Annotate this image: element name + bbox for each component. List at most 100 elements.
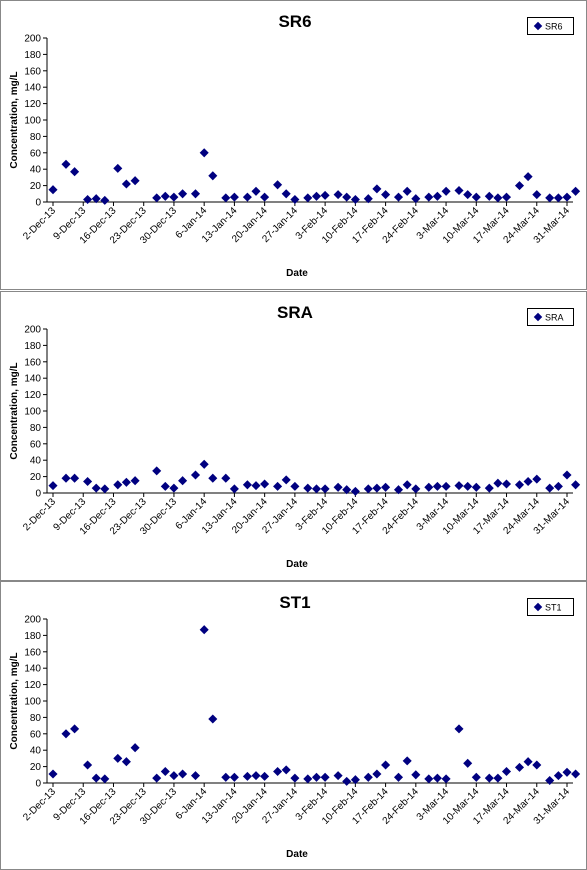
chart-panel-2: ST1 ST10204060801001201401601802002-Dec-1… [0, 581, 587, 870]
y-tick-label: 20 [30, 472, 42, 483]
data-point [441, 774, 451, 784]
data-point [70, 473, 80, 483]
data-point [113, 163, 123, 173]
data-point [402, 756, 412, 766]
legend: SRA [527, 308, 574, 326]
data-point [242, 480, 252, 490]
data-point [100, 195, 110, 205]
y-tick-label: 160 [24, 647, 41, 658]
y-tick-label: 100 [24, 116, 41, 127]
data-point [178, 189, 188, 199]
chart-title: SR6 [278, 12, 311, 31]
data-point [169, 771, 179, 781]
y-tick-label: 60 [30, 148, 42, 159]
y-tick-label: 180 [24, 631, 41, 642]
x-axis-label: Date [286, 268, 308, 279]
y-tick-label: 20 [30, 181, 42, 192]
data-point [199, 459, 209, 469]
y-tick-label: 80 [30, 423, 42, 434]
y-axis-label: Concentration, mg/L [9, 652, 20, 749]
y-tick-label: 160 [24, 66, 41, 77]
data-point [242, 771, 252, 781]
y-tick-label: 200 [24, 325, 41, 336]
y-tick-label: 200 [24, 615, 41, 626]
y-tick-label: 0 [35, 198, 41, 209]
y-tick-label: 20 [30, 762, 42, 773]
y-tick-label: 120 [24, 390, 41, 401]
data-point [160, 191, 170, 201]
y-tick-label: 40 [30, 456, 42, 467]
data-point [61, 473, 71, 483]
y-tick-label: 160 [24, 357, 41, 368]
data-point [83, 194, 93, 205]
data-point [342, 776, 352, 786]
data-point [169, 192, 179, 202]
y-tick-label: 60 [30, 439, 42, 450]
data-point [100, 774, 110, 784]
data-point [242, 192, 252, 202]
data-point [130, 476, 140, 486]
y-tick-label: 140 [24, 83, 41, 94]
y-tick-label: 80 [30, 713, 42, 724]
data-point [70, 167, 80, 177]
data-point [208, 473, 218, 483]
data-point [251, 771, 261, 781]
y-tick-label: 180 [24, 341, 41, 352]
legend-label: ST1 [545, 603, 562, 613]
data-point [333, 771, 343, 781]
y-tick-label: 60 [30, 729, 42, 740]
y-axis-label: Concentration, mg/L [9, 362, 20, 459]
data-point [229, 192, 239, 202]
legend-label: SR6 [545, 22, 563, 32]
y-tick-label: 40 [30, 165, 42, 176]
y-tick-label: 140 [24, 374, 41, 385]
y-tick-label: 180 [24, 50, 41, 61]
data-point [260, 771, 270, 781]
data-point [454, 724, 464, 734]
legend: ST1 [527, 598, 574, 616]
legend-label: SRA [545, 313, 564, 323]
y-tick-label: 100 [24, 407, 41, 418]
y-tick-label: 200 [24, 34, 41, 45]
chart-frame [0, 581, 587, 870]
data-point [178, 476, 188, 486]
y-axis-label: Concentration, mg/L [9, 71, 20, 168]
y-tick-label: 40 [30, 746, 42, 757]
data-point [61, 159, 71, 169]
data-point [91, 773, 101, 783]
data-point [432, 773, 442, 783]
chart-frame [0, 291, 587, 581]
data-point [493, 773, 503, 783]
data-point [190, 771, 201, 781]
data-point [113, 753, 123, 763]
data-point [70, 724, 80, 734]
y-tick-label: 80 [30, 132, 42, 143]
data-point [553, 771, 563, 781]
data-point [290, 773, 300, 783]
chart-title: SRA [277, 303, 313, 322]
data-point [514, 762, 525, 772]
y-tick-label: 0 [35, 489, 41, 500]
data-point [484, 773, 494, 783]
data-point [424, 774, 434, 784]
chart-panel-1: SRA SRA0204060801001201401601802002-Dec-1… [0, 291, 587, 581]
x-axis-label: Date [286, 849, 308, 860]
data-point [48, 185, 58, 195]
y-tick-label: 140 [24, 664, 41, 675]
legend: SR6 [527, 17, 574, 35]
y-tick-label: 120 [24, 680, 41, 691]
data-point [130, 176, 140, 186]
x-axis-label: Date [286, 559, 308, 570]
data-point [199, 148, 209, 158]
data-point [113, 480, 123, 490]
data-point [91, 194, 101, 204]
chart-panel-0: SR6 SR60204060801001201401601802002-Dec-1… [0, 0, 587, 290]
data-point [221, 473, 231, 483]
data-point [152, 193, 162, 203]
data-point [303, 774, 313, 784]
data-point [281, 765, 291, 775]
data-point [208, 171, 218, 181]
y-tick-label: 100 [24, 697, 41, 708]
data-point [152, 773, 162, 783]
